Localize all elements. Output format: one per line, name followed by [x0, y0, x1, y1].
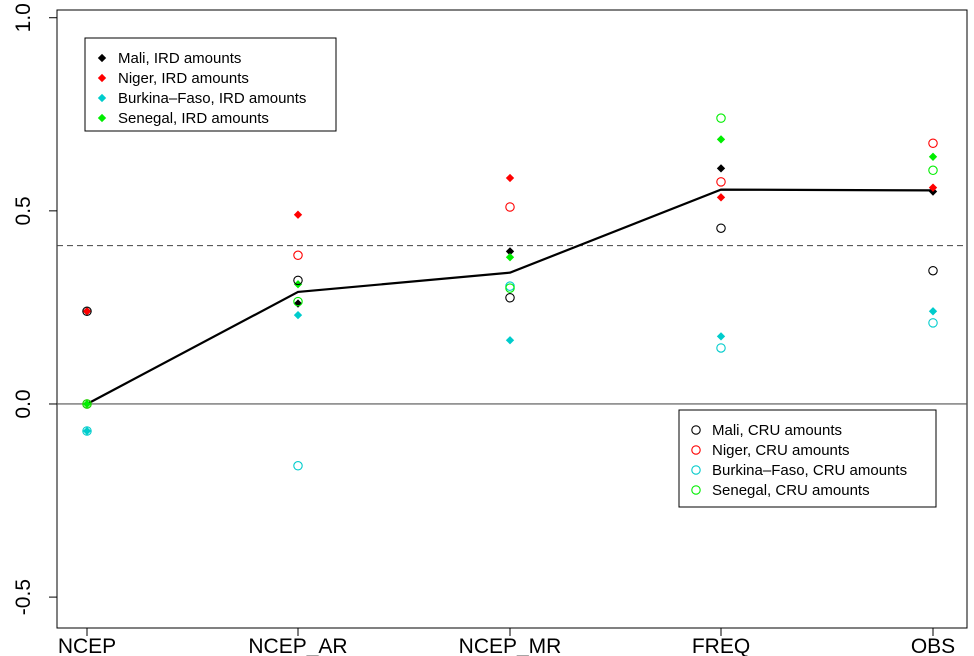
y-tick-label-3: 1.0: [12, 3, 35, 32]
legend-bottom-right-label-3: Senegal, CRU amounts: [712, 482, 870, 499]
legend-bottom-right-label-0: Mali, CRU amounts: [712, 422, 842, 439]
point-series-5-ncep-ar: [293, 250, 303, 261]
legend-bottom-right-label-1: Niger, CRU amounts: [712, 442, 850, 459]
legend-bottom-right-marker-1: [691, 445, 701, 455]
legend-top-left-marker-0: [97, 53, 107, 63]
point-series-2-obs: [928, 307, 938, 316]
x-tick-label-ncep-mr: NCEP_MR: [459, 635, 562, 656]
point-series-1-freq: [716, 193, 726, 202]
point-series-7-ncep-ar: [293, 296, 303, 307]
point-series-7-freq: [716, 113, 726, 123]
legend-bottom-right-marker-3: [691, 485, 701, 495]
legend-box-bottom-right: [678, 409, 937, 508]
x-tick-label-obs: OBS: [911, 635, 955, 656]
point-series-3-ncep-mr: [505, 253, 515, 262]
x-tick-label-ncep-ar: NCEP_AR: [248, 635, 347, 656]
x-tick-label-ncep: NCEP: [58, 635, 116, 656]
point-series-6-freq: [716, 343, 726, 353]
point-series-4-ncep: [82, 306, 92, 317]
plot-frame: [56, 9, 968, 629]
point-series-3-freq: [716, 135, 726, 144]
point-series-6-ncep-mr: [505, 281, 515, 291]
point-series-2-freq: [716, 332, 726, 341]
point-series-2-ncep: [82, 426, 92, 436]
legend-top-left-label-2: Burkina–Faso, IRD amounts: [118, 90, 306, 107]
legend-top-left-label-0: Mali, IRD amounts: [118, 50, 241, 67]
point-series-5-obs: [928, 138, 938, 149]
point-series-1-ncep-ar: [293, 210, 303, 219]
point-series-1-obs: [928, 183, 938, 192]
point-series-5-freq: [716, 177, 726, 187]
legend-bottom-right-marker-2: [691, 465, 701, 475]
legend-top-left-label-1: Niger, IRD amounts: [118, 70, 249, 87]
y-tick-label-0: -0.5: [12, 579, 35, 615]
point-series-3-ncep: [82, 399, 92, 409]
point-series-6-obs: [928, 318, 938, 328]
point-series-4-ncep-mr: [505, 293, 515, 303]
y-tick-label-2: 0.5: [12, 196, 35, 225]
point-series-3-obs: [928, 152, 938, 161]
point-series-7-ncep: [82, 399, 92, 409]
point-series-5-ncep-mr: [505, 202, 515, 212]
legend-top-left-label-3: Senegal, IRD amounts: [118, 110, 269, 127]
point-series-4-freq: [716, 223, 726, 233]
point-series-2-ncep-mr: [505, 336, 515, 345]
point-series-4-ncep-ar: [293, 275, 303, 286]
legend-top-left-marker-3: [97, 113, 107, 123]
point-series-0-freq: [716, 164, 726, 173]
legend-top-left-marker-1: [97, 73, 107, 83]
point-series-1-ncep: [82, 307, 92, 316]
point-series-7-ncep-mr: [505, 283, 515, 293]
y-tick-label-1: 0.0: [12, 389, 35, 418]
point-series-2-ncep-ar: [293, 310, 303, 320]
mean-line: [86, 188, 934, 405]
point-series-6-ncep: [82, 426, 92, 436]
point-series-7-obs: [928, 165, 938, 176]
point-series-4-obs: [928, 265, 938, 276]
point-series-1-ncep-mr: [505, 173, 515, 183]
legend-bottom-right-label-2: Burkina–Faso, CRU amounts: [712, 462, 907, 479]
x-tick-label-freq: FREQ: [692, 635, 750, 656]
point-series-6-ncep-ar: [293, 461, 303, 471]
legend-top-left-marker-2: [97, 93, 107, 103]
legend-bottom-right-marker-0: [691, 425, 701, 435]
legend-box-top-left: [84, 37, 337, 132]
